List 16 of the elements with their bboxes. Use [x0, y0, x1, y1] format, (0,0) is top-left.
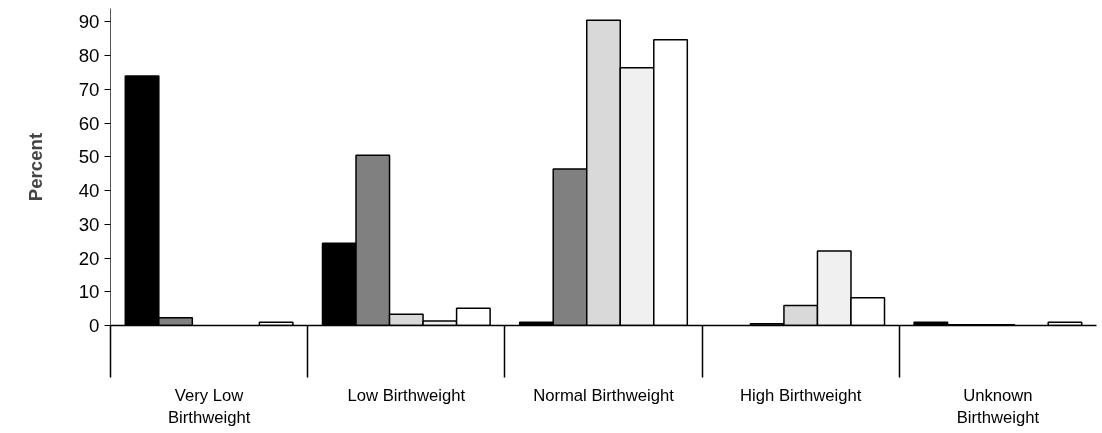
- y-tick-label: 90: [78, 11, 100, 33]
- x-tick-label: Normal Birthweight: [533, 385, 675, 405]
- y-tick-label: 50: [78, 146, 100, 168]
- y-tick-label: 10: [78, 281, 100, 303]
- y-tick-label: 80: [78, 45, 100, 67]
- y-tick-label: 40: [78, 180, 100, 202]
- y-tick-label: 30: [78, 213, 100, 235]
- y-tick-label: 0: [89, 315, 100, 336]
- x-tick-label: High Birthweight: [740, 385, 862, 405]
- x-tick-label: Very Low Birthweight: [167, 385, 251, 428]
- x-tick-label: Low Birthweight: [347, 385, 466, 405]
- x-tick-label: Unknown Birthweight: [956, 385, 1040, 428]
- y-axis-title: Percent: [24, 132, 46, 202]
- y-tick-label: 60: [78, 112, 100, 134]
- y-tick-label: 70: [78, 78, 100, 100]
- y-tick-label: 20: [78, 247, 100, 269]
